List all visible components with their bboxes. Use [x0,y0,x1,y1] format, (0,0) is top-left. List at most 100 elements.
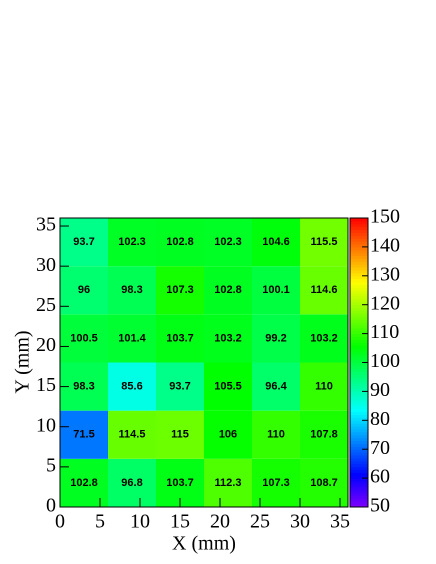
palette-band [350,420,368,424]
cell-label: 102.8 [166,236,194,248]
palette-band [350,235,368,239]
heatmap-cell [204,218,252,267]
heatmap-cell [156,218,204,267]
palette-band [350,226,368,231]
palette-band [350,298,368,303]
heatmap-cell [204,266,252,315]
palette-band [350,345,368,349]
palette-band [350,322,368,326]
heatmap-cell [252,266,300,315]
cell-label: 108.7 [310,477,338,489]
heatmap-cell [204,410,252,459]
palette-band [350,296,368,300]
cell-label: 102.3 [214,236,242,248]
heatmap-cell [156,314,204,363]
cell-label: 115 [171,429,189,441]
heatmap-cell [252,362,300,411]
palette-band [350,454,368,459]
palette-band [350,431,368,436]
palette-band [350,374,368,378]
cell-label: 104.6 [262,236,290,248]
palette-band [350,348,368,352]
y-tick-label: 5 [46,454,56,476]
palette-band [350,428,368,433]
x-tick-label: 30 [290,511,310,533]
palette-band [350,368,368,372]
y-tick-label: 25 [36,294,56,316]
cell-label: 114.6 [311,284,338,296]
palette-band [350,371,368,375]
palette-band [350,324,368,329]
palette-band [350,379,368,384]
z-tick-label: 120 [370,292,400,314]
plot-frame [59,217,349,508]
palette-band [350,400,368,404]
x-tick-label: 5 [95,511,105,533]
cell-label: 115.5 [311,236,338,248]
cell-label: 100.1 [262,284,290,296]
palette-band [350,501,368,505]
palette-band [350,463,368,468]
heatmap-cell [156,266,204,315]
palette-band [350,333,368,337]
palette-band [350,466,368,470]
palette-band [350,287,368,291]
palette-band [350,480,368,485]
palette-band [350,353,368,358]
palette-band [350,284,368,288]
z-tick-label: 90 [370,379,390,401]
palette-band [350,417,368,421]
cell-label: 96.8 [121,477,142,489]
palette-band [350,244,368,248]
cell-label: 102.3 [118,236,146,248]
palette-band [350,281,368,285]
cell-label: 107.8 [310,429,338,441]
z-tick-label: 130 [370,263,400,285]
palette-band [350,388,368,392]
z-tick-label: 150 [370,206,400,228]
palette-band [350,397,368,401]
cell-label: 98.3 [121,284,142,296]
cell-label: 102.8 [214,284,242,296]
palette-band [350,327,368,332]
cell-label: 96.4 [265,380,287,392]
heatmap-cell [204,362,252,411]
cell-label: 96 [78,284,90,296]
heatmap-cell [108,458,156,507]
palette-band [350,342,368,346]
palette-band [350,319,368,323]
palette-band [350,339,368,343]
palette-band [350,486,368,491]
palette-band [350,252,368,257]
cell-label: 93.7 [169,380,190,392]
heatmap-cell [204,458,252,507]
cell-label: 110 [315,380,333,392]
cell-label: 93.7 [73,236,94,248]
heatmap-cell [108,218,156,267]
z-tick-label: 80 [370,408,390,430]
heatmap-cell [252,218,300,267]
cell-label: 106 [219,429,237,441]
heatmap-cell [60,314,108,363]
y-axis-title: Y (mm) [12,330,34,393]
z-tick-label: 100 [370,350,400,372]
palette-band [350,483,368,488]
palette-band [350,391,368,395]
palette-band [350,469,368,473]
palette-band [350,258,368,262]
palette-band [350,241,368,245]
palette-band [350,246,368,251]
cell-label: 107.3 [166,284,194,296]
cell-label: 114.5 [119,429,146,441]
heatmap-cell [108,266,156,315]
palette-band [350,307,368,311]
y-tick-label: 35 [36,214,56,236]
y-tick-label: 30 [36,254,56,276]
palette-band [350,304,368,309]
x-tick-label: 25 [250,511,270,533]
palette-band [350,402,368,407]
heatmap-cell [108,362,156,411]
palette-band [350,475,368,479]
heatmap-cell [60,410,108,459]
